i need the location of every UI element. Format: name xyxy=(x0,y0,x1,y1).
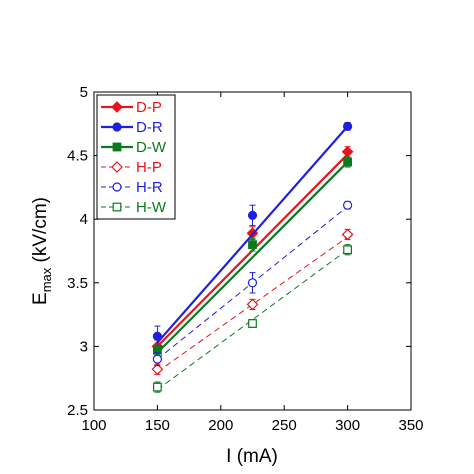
data-point xyxy=(343,245,352,255)
y-tick-label: 3 xyxy=(80,338,88,355)
legend-label: H-R xyxy=(136,179,163,196)
data-point xyxy=(247,278,258,288)
legend: D-P D-R D-W H-P H-R H-W xyxy=(96,94,176,220)
y-axis-title-subscript: max xyxy=(39,267,54,292)
svg-text:Emax (kV/cm): Emax (kV/cm) xyxy=(30,197,54,305)
legend-item: D-W xyxy=(101,139,167,156)
legend-item: D-R xyxy=(101,119,163,136)
data-point xyxy=(341,228,354,241)
legend-label: D-R xyxy=(136,119,163,136)
y-axis-title-unit: (kV/cm) xyxy=(30,197,51,268)
legend-marker xyxy=(111,101,123,113)
x-tick-label: 200 xyxy=(208,417,233,434)
legend-item: D-P xyxy=(101,99,162,116)
series-D-W xyxy=(153,156,352,356)
series-layer xyxy=(151,121,354,393)
y-tick-label: 5 xyxy=(80,84,88,101)
data-point xyxy=(151,363,164,376)
y-tick-label: 4.5 xyxy=(67,148,88,165)
data-point xyxy=(343,200,353,210)
x-tick-label: 100 xyxy=(81,417,106,434)
legend-item: H-W xyxy=(101,199,167,216)
series-H-P xyxy=(151,228,354,376)
y-tick-label: 3.5 xyxy=(67,275,88,292)
data-point xyxy=(246,298,259,311)
legend-marker xyxy=(112,122,122,132)
x-axis-title: I (mA) xyxy=(226,446,278,467)
y-tick-label: 2.5 xyxy=(67,402,88,419)
legend-marker xyxy=(112,142,122,152)
legend-label: D-P xyxy=(136,99,162,116)
fit-line-D-R xyxy=(156,125,349,344)
data-point xyxy=(343,121,353,131)
y-axis-title: Emax (kV/cm) xyxy=(30,197,54,305)
data-point xyxy=(152,354,162,364)
legend-box xyxy=(96,94,176,220)
legend-item: H-P xyxy=(101,159,162,176)
x-tick-label: 300 xyxy=(335,417,360,434)
data-point xyxy=(153,382,162,392)
series-H-W xyxy=(153,244,352,393)
legend-label: H-P xyxy=(136,159,162,176)
legend-marker xyxy=(112,182,122,192)
y-tick-label: 4 xyxy=(80,211,88,228)
data-point xyxy=(248,319,257,328)
data-point xyxy=(248,240,257,250)
data-point xyxy=(247,210,258,220)
legend-item: H-R xyxy=(101,179,163,196)
fit-line-H-P xyxy=(157,236,348,373)
legend-marker xyxy=(111,161,123,173)
x-tick-label: 350 xyxy=(398,417,423,434)
legend-label: D-W xyxy=(136,139,167,156)
tick-layer: 100 150 200 250 300 350 2.5 3 3.5 4 4.5 5 xyxy=(67,84,423,434)
legend-marker xyxy=(112,202,122,212)
x-tick-label: 250 xyxy=(272,417,297,434)
x-tick-label: 150 xyxy=(145,417,170,434)
data-point xyxy=(152,331,162,341)
y-axis-title-main: E xyxy=(30,292,51,305)
fit-line-D-W xyxy=(156,161,349,354)
plot-frame xyxy=(93,91,412,411)
series-H-R xyxy=(152,200,353,366)
legend-label: H-W xyxy=(136,199,167,216)
data-point xyxy=(343,157,352,167)
